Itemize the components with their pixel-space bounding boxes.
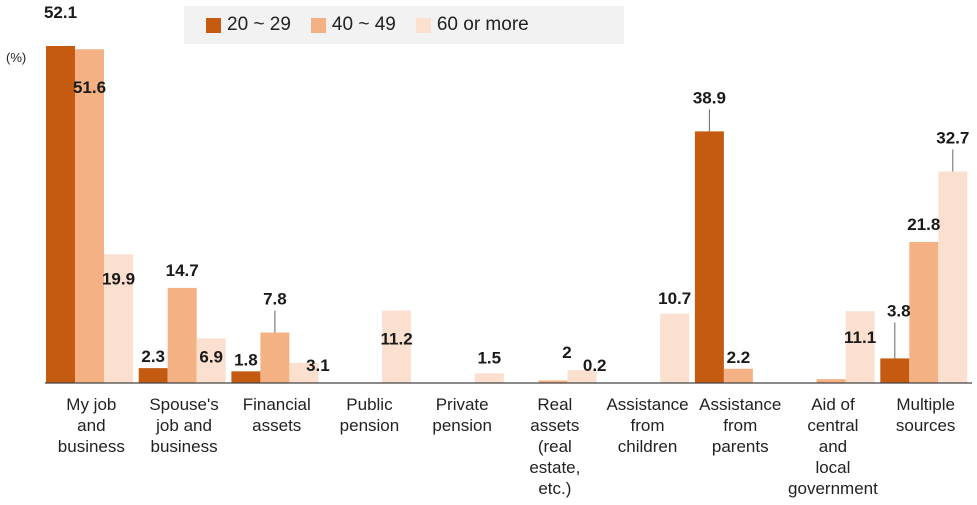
category-label-line: Private <box>436 395 489 414</box>
category-label-line: parents <box>712 437 769 456</box>
bar-2-1 <box>196 338 226 383</box>
category-label-4: Private pension <box>432 395 492 435</box>
category-label-line: Assistance <box>699 395 781 414</box>
bar-1-2 <box>260 332 290 383</box>
category-label-line: Multiple <box>896 395 955 414</box>
bar-1-8 <box>816 379 846 383</box>
legend-label-20-29: 20 ~ 29 <box>227 14 291 35</box>
data-label-2-5: 2 <box>562 343 571 362</box>
legend: 20 ~ 29 40 ~ 49 60 or more <box>184 6 624 44</box>
category-label-line: pension <box>340 416 400 435</box>
category-label-8: Aid of central and local government <box>788 395 878 498</box>
bar-1-0 <box>75 49 104 384</box>
legend-label-60-or-more: 60 or more <box>436 14 529 35</box>
category-label-line: children <box>618 437 678 456</box>
category-label-line: Spouse's <box>149 395 218 414</box>
data-label-2-2: 3.1 <box>306 356 330 375</box>
bar-0-9 <box>880 358 910 383</box>
category-label-3: Public pension <box>340 395 400 435</box>
data-label-1-6: 0.2 <box>583 356 607 375</box>
category-label-0: My job and business <box>58 395 125 456</box>
category-label-line: Assistance <box>606 395 688 414</box>
category-label-line: from <box>723 416 757 435</box>
category-label-line: etc.) <box>538 479 571 498</box>
bar-2-8 <box>845 311 875 383</box>
data-label-0-9: 3.8 <box>887 301 911 320</box>
data-label-1-2: 7.8 <box>263 290 287 309</box>
data-label-1-0: 51.6 <box>73 78 106 97</box>
category-label-line: Real <box>537 395 572 414</box>
category-label-line: job and <box>155 416 212 435</box>
data-label-0-1: 2.3 <box>141 347 165 366</box>
category-label-5: Real assets (real estate, etc.) <box>529 395 580 498</box>
data-label-2-6: 10.7 <box>658 289 691 308</box>
legend-item-60-or-more: 60 or more <box>415 14 529 36</box>
data-label-2-3: 11.2 <box>381 330 413 349</box>
category-label-line: (real <box>538 437 572 456</box>
data-label-2-9: 32.7 <box>936 128 969 147</box>
data-label-2-1: 6.9 <box>199 347 223 366</box>
bar-2-4 <box>474 373 504 383</box>
bar-2-2 <box>289 362 319 383</box>
data-label-0-2: 1.8 <box>234 350 258 369</box>
category-label-line: central <box>807 416 858 435</box>
data-label-0-7: 38.9 <box>693 88 726 107</box>
category-label-line: business <box>150 437 217 456</box>
data-label-0-0: 52.1 <box>44 3 77 22</box>
category-label-6: Assistance from children <box>606 395 688 456</box>
bar-1-7 <box>723 368 753 383</box>
category-label-line: Public <box>346 395 393 414</box>
bar-2-6 <box>660 313 690 383</box>
bar-2-5 <box>567 370 597 383</box>
category-label-7: Assistance from parents <box>699 395 781 456</box>
category-label-line: Aid of <box>811 395 855 414</box>
category-label-line: pension <box>432 416 492 435</box>
bar-1-9 <box>909 241 939 383</box>
category-label-1: Spouse's job and business <box>149 395 218 456</box>
category-label-line: assets <box>252 416 301 435</box>
category-label-line: and <box>819 437 847 456</box>
data-label-2-0: 19.9 <box>102 269 135 288</box>
bar-2-0 <box>104 254 133 383</box>
category-label-line: business <box>58 437 125 456</box>
legend-label-40-49: 40 ~ 49 <box>331 14 396 35</box>
bar-2-3 <box>382 310 412 383</box>
data-label-1-9: 21.8 <box>907 215 940 234</box>
category-label-2: Financial assets <box>243 395 311 435</box>
unit-label: (%) <box>6 50 27 65</box>
category-label-line: estate, <box>529 458 580 477</box>
category-label-line: sources <box>896 416 956 435</box>
category-label-line: government <box>788 479 878 498</box>
data-label-2-8: 11.1 <box>844 328 876 347</box>
bar-0-1 <box>138 368 168 383</box>
bar-1-5 <box>538 380 568 383</box>
legend-swatch-40-49 <box>310 17 326 33</box>
category-label-line: from <box>631 416 665 435</box>
data-label-1-1: 14.7 <box>166 261 199 280</box>
bar-0-0 <box>46 46 75 383</box>
data-label-1-7: 2.2 <box>727 348 751 367</box>
category-label-line: My job <box>66 395 116 414</box>
category-label-line: assets <box>530 416 579 435</box>
legend-item-40-49: 40 ~ 49 <box>310 14 396 36</box>
data-label-2-4: 1.5 <box>477 348 501 367</box>
legend-item-20-29: 20 ~ 29 <box>206 14 291 36</box>
bar-2-9 <box>938 171 968 383</box>
bar-0-7 <box>694 131 724 383</box>
category-label-9: Multiple sources <box>896 395 956 435</box>
category-label-line: Financial <box>243 395 311 414</box>
category-label-line: and <box>77 416 105 435</box>
bar-1-1 <box>167 287 197 383</box>
legend-swatch-20-29 <box>206 17 221 33</box>
legend-swatch-60-or-more <box>415 17 431 33</box>
bar-0-2 <box>231 371 261 383</box>
category-label-line: local <box>815 458 850 477</box>
